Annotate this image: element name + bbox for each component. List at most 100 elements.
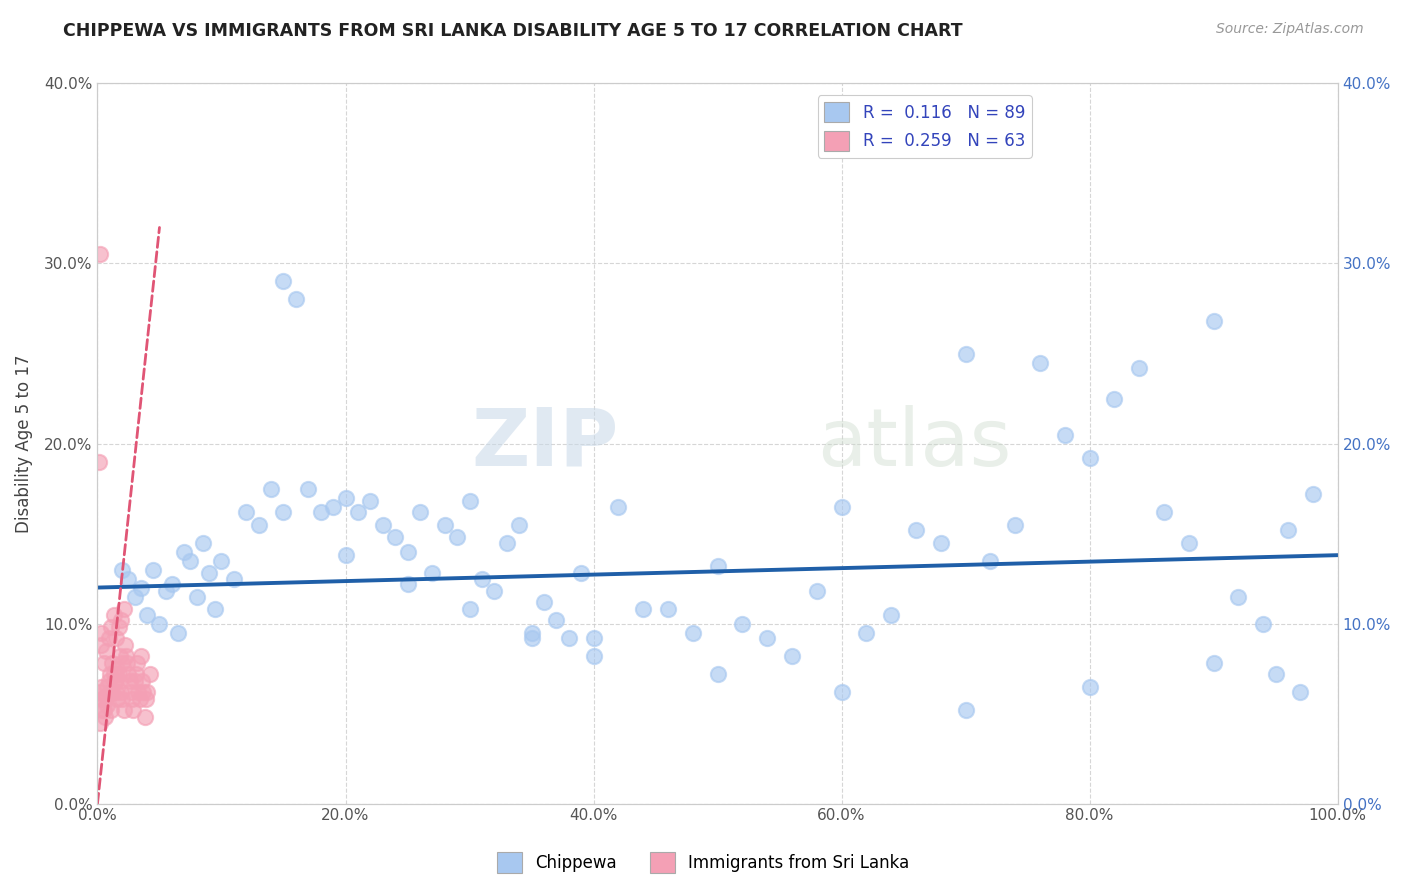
Point [125,667,148,681]
Point [128,692,150,706]
Point [110,613,132,627]
Point [682,625,704,640]
Point [94,710,117,724]
Point [979,553,1001,567]
Point [115,648,138,663]
Point [433,517,456,532]
Point [179,553,201,567]
Point [706,667,728,681]
Point [335,548,357,562]
Point [484,584,506,599]
Point [124,674,146,689]
Point [211,553,233,567]
Text: CHIPPEWA VS IMMIGRANTS FROM SRI LANKA DISABILITY AGE 5 TO 17 CORRELATION CHART: CHIPPEWA VS IMMIGRANTS FROM SRI LANKA DI… [63,22,963,40]
Point [90,625,112,640]
Point [520,625,543,640]
Point [91,703,114,717]
Point [89,247,111,261]
Point [127,656,149,670]
Point [1078,450,1101,465]
Point [122,703,145,717]
Point [204,602,226,616]
Point [90,680,112,694]
Point [247,517,270,532]
Point [1153,505,1175,519]
Point [1104,392,1126,406]
Point [105,662,128,676]
Point [96,643,118,657]
Point [100,620,122,634]
Point [142,563,165,577]
Point [108,674,131,689]
Point [110,685,132,699]
Point [322,500,344,514]
Point [359,494,381,508]
Point [111,656,134,670]
Point [371,517,394,532]
Point [96,689,118,703]
Point [138,667,160,681]
Point [107,667,129,681]
Point [409,505,432,519]
Point [446,530,468,544]
Point [111,692,134,706]
Point [112,703,135,717]
Point [127,685,149,699]
Point [111,563,134,577]
Point [129,648,152,663]
Point [533,595,555,609]
Point [155,584,177,599]
Point [831,500,853,514]
Point [97,631,120,645]
Point [94,692,117,706]
Point [607,500,630,514]
Point [582,648,605,663]
Point [93,703,115,717]
Point [880,607,903,622]
Point [520,631,543,645]
Point [96,698,118,712]
Point [1128,360,1150,375]
Text: ZIP: ZIP [471,405,619,483]
Point [347,505,370,519]
Point [104,674,127,689]
Point [284,293,307,307]
Point [558,631,581,645]
Point [1053,427,1076,442]
Point [100,703,122,717]
Point [396,577,419,591]
Point [136,607,159,622]
Point [97,674,120,689]
Text: Source: ZipAtlas.com: Source: ZipAtlas.com [1216,22,1364,37]
Point [780,648,803,663]
Point [120,685,142,699]
Point [107,620,129,634]
Point [273,505,295,519]
Point [1264,667,1286,681]
Point [98,667,121,681]
Point [103,667,125,681]
Point [135,692,157,706]
Point [1202,656,1225,670]
Point [904,523,927,537]
Point [105,685,128,699]
Point [105,631,128,645]
Point [582,631,605,645]
Point [546,613,568,627]
Point [309,505,332,519]
Point [114,638,136,652]
Point [1078,680,1101,694]
Point [198,566,221,581]
Point [173,544,195,558]
Point [929,535,952,549]
Point [103,607,125,622]
Point [115,656,138,670]
Point [335,491,357,505]
Point [458,494,481,508]
Point [112,602,135,616]
Point [191,535,214,549]
Legend: R =  0.116   N = 89, R =  0.259   N = 63: R = 0.116 N = 89, R = 0.259 N = 63 [818,95,1032,158]
Point [420,566,443,581]
Y-axis label: Disability Age 5 to 17: Disability Age 5 to 17 [15,354,32,533]
Point [756,631,779,645]
